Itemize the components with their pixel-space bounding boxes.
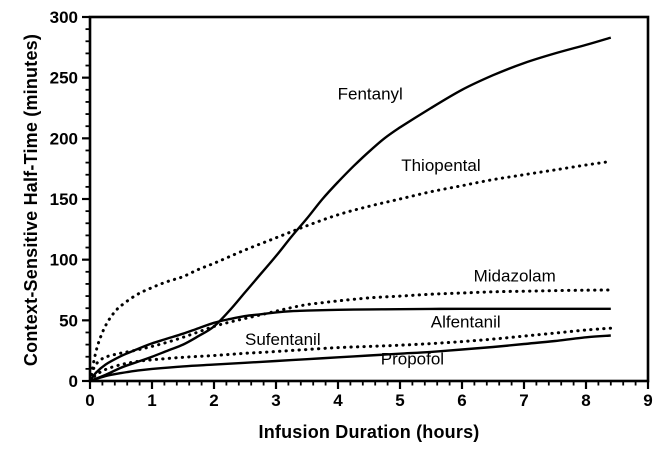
y-tick-label: 250 [50, 69, 78, 88]
y-axis-ticks: 0 50 100 150 200 250 300 [50, 8, 90, 391]
x-axis-ticks: 0 1 2 3 4 5 6 7 8 9 [85, 381, 653, 410]
series-label-thiopental: Thiopental [401, 156, 480, 175]
y-tick-label: 100 [50, 251, 78, 270]
series-label-propofol: Propofol [381, 350, 444, 369]
y-tick-label: 150 [50, 190, 78, 209]
series-line-midazolam [88, 288, 613, 383]
y-tick-label: 200 [50, 129, 78, 148]
plot-border [88, 15, 650, 383]
x-tick-label: 6 [457, 391, 466, 410]
series-line-propofol [89, 334, 611, 383]
x-tick-label: 2 [209, 391, 218, 410]
x-tick-label: 8 [581, 391, 590, 410]
x-tick-label: 3 [271, 391, 280, 410]
x-tick-label: 0 [85, 391, 94, 410]
x-axis-title: Infusion Duration (hours) [258, 422, 480, 442]
x-tick-label: 4 [333, 391, 343, 410]
series-line-thiopental [88, 159, 613, 383]
x-tick-label: 1 [147, 391, 156, 410]
series-label-midazolam: Midazolam [474, 266, 556, 285]
x-tick-label: 7 [519, 391, 528, 410]
series-label-sufentanil: Sufentanil [245, 330, 321, 349]
y-tick-label: 50 [59, 311, 78, 330]
series-line-fentanyl [89, 36, 612, 383]
series-label-alfentanil: Alfentanil [431, 313, 501, 332]
series-line-sufentanil [88, 326, 613, 383]
y-tick-label: 0 [69, 372, 78, 391]
series-label-fentanyl: Fentanyl [338, 84, 403, 103]
series-line-alfentanil [89, 307, 611, 382]
x-tick-label: 5 [395, 391, 404, 410]
y-tick-label: 300 [50, 8, 78, 27]
x-tick-label: 9 [643, 391, 652, 410]
